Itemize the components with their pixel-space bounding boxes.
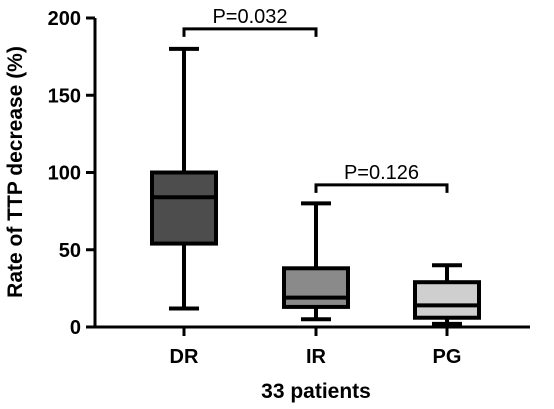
p-value-label: P=0.126	[344, 162, 419, 184]
box-pg	[413, 263, 481, 326]
x-tick-label-dr: DR	[170, 346, 199, 368]
bracket-line	[314, 183, 449, 193]
y-tick-label-100: 100	[48, 163, 81, 185]
x-tick-label-pg: PG	[433, 346, 462, 368]
significance-annotations: P=0.032 P=0.126	[182, 6, 449, 193]
x-axis: DR IR PG	[95, 325, 530, 368]
box-ir	[282, 201, 350, 322]
y-axis: 0 50 100 150 200	[48, 8, 97, 339]
boxes	[150, 46, 481, 326]
iqr-box	[282, 266, 350, 309]
iqr-box	[413, 280, 481, 320]
y-tick-label-0: 0	[70, 317, 81, 339]
x-tick-label-ir: IR	[306, 346, 327, 368]
y-tick-label-200: 200	[48, 8, 81, 30]
y-axis-title: Rate of TTP decrease (%)	[4, 46, 27, 298]
x-axis-title: 33 patients	[261, 380, 371, 403]
iqr-box	[150, 170, 218, 246]
bracket-1: P=0.032	[182, 6, 318, 37]
bracket-2: P=0.126	[314, 162, 449, 193]
y-tick-label-150: 150	[48, 85, 81, 107]
bracket-line	[182, 27, 318, 37]
p-value-label: P=0.032	[212, 6, 287, 28]
y-tick-label-50: 50	[59, 240, 81, 262]
box-dr	[150, 46, 218, 311]
